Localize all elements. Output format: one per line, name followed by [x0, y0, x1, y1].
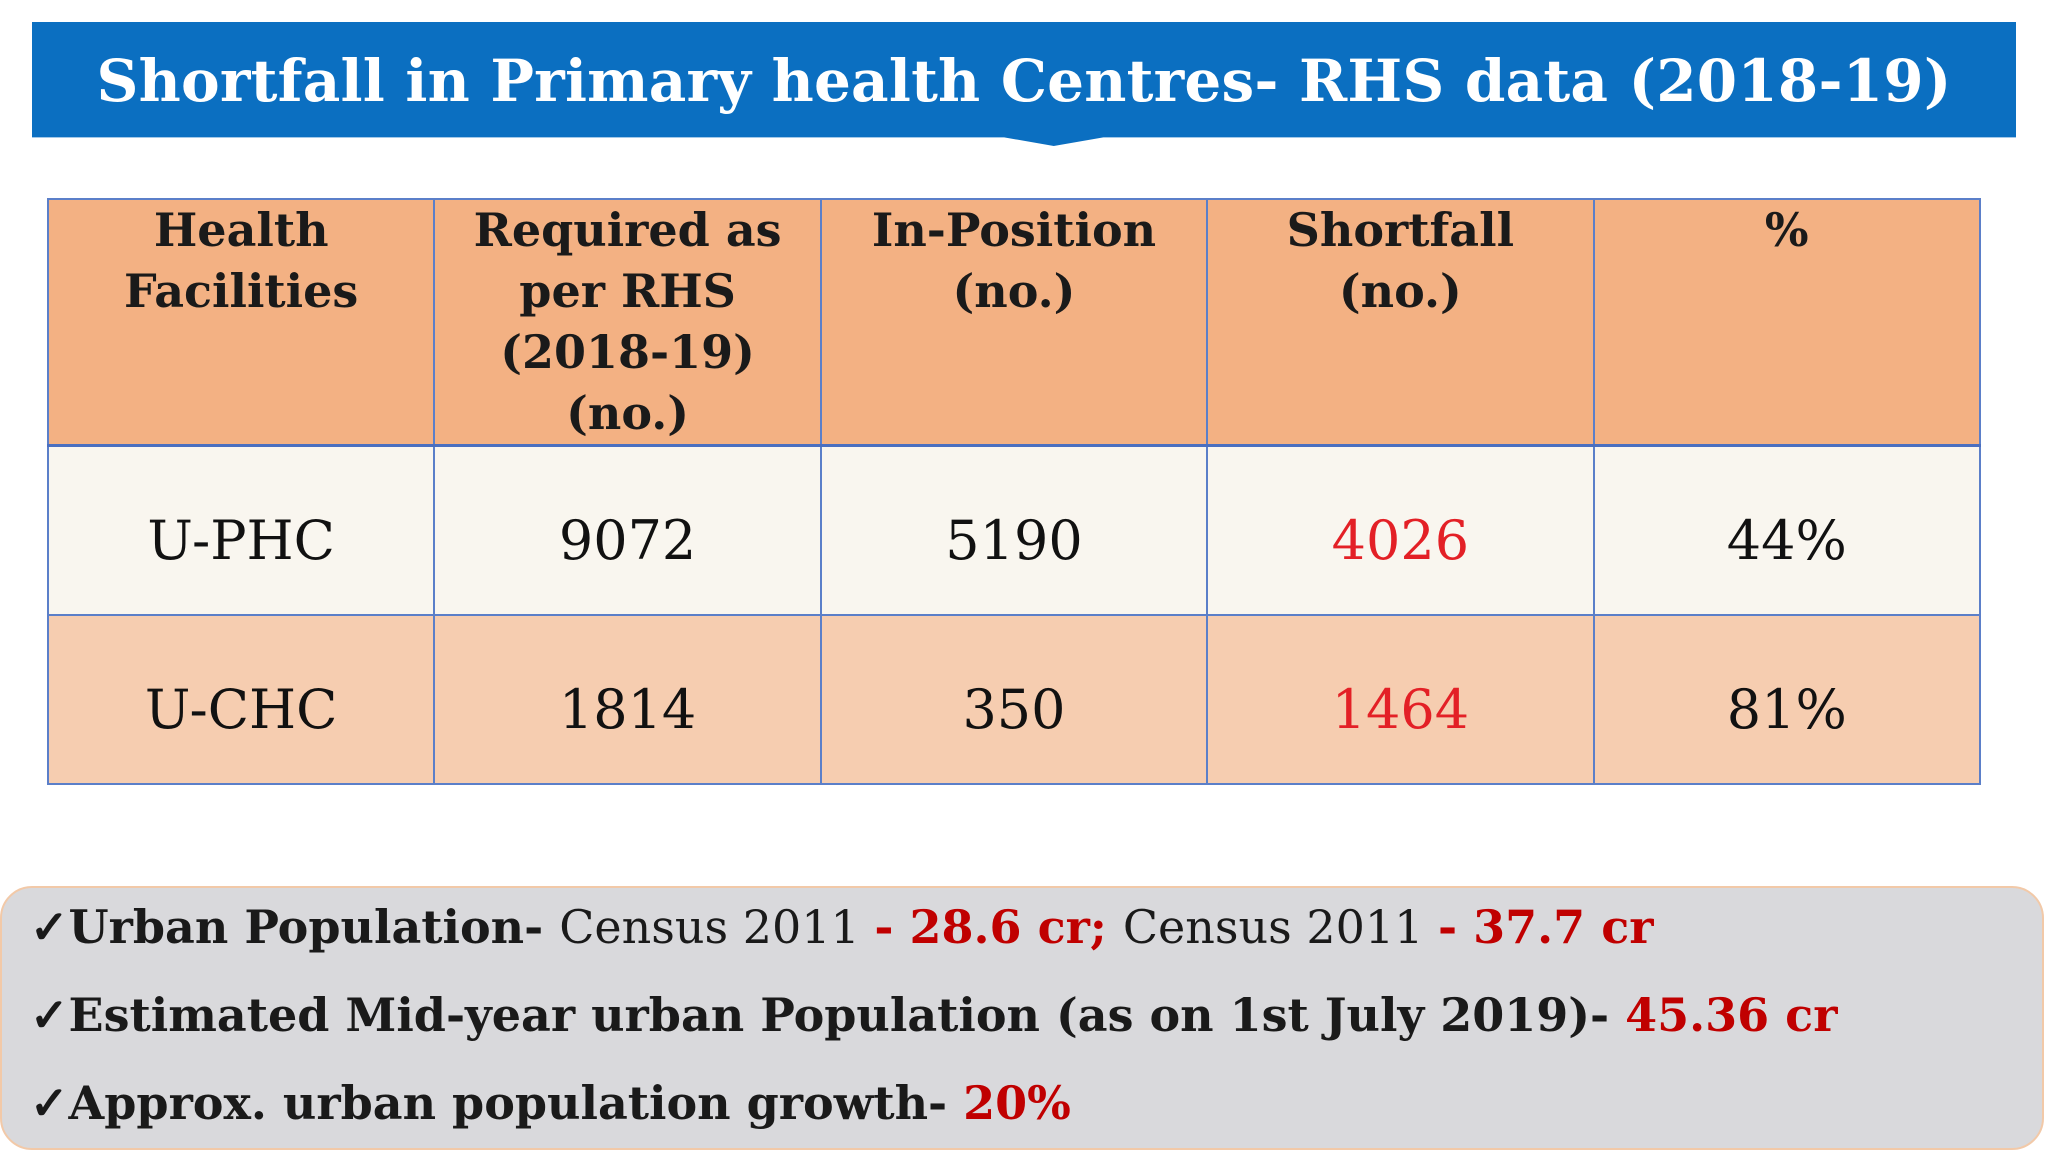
note-urban-population: ✓Urban Population- Census 2011 - 28.6 cr… — [30, 900, 1653, 954]
check-icon: ✓ — [30, 1076, 69, 1130]
note-label: Approx. urban population growth- — [68, 1076, 964, 1130]
header-shortfall: Shortfall (no.) — [1206, 198, 1595, 447]
note-value-1: - 28.6 cr; — [874, 900, 1123, 954]
cell-facility: U-PHC — [46, 444, 436, 616]
check-icon: ✓ — [30, 988, 69, 1042]
header-percent: % — [1592, 198, 1982, 447]
header-health-facilities: Health Facilities — [46, 198, 436, 447]
note-population-growth: ✓Approx. urban population growth- 20% — [30, 1076, 1071, 1130]
note-value-2: - 37.7 cr — [1438, 900, 1654, 954]
cell-in-position: 350 — [819, 614, 1209, 785]
cell-shortfall: 4026 — [1206, 444, 1595, 616]
cell-in-position: 5190 — [819, 444, 1209, 616]
cell-percent: 44% — [1592, 444, 1982, 616]
title-banner — [32, 22, 2016, 146]
table-row: U-CHC 1814 350 1464 81% — [46, 614, 1982, 785]
note-value: 45.36 cr — [1625, 988, 1838, 1042]
note-value: 20% — [963, 1076, 1071, 1130]
table-header-row: Health Facilities Required as per RHS (2… — [46, 198, 1982, 447]
table-row: U-PHC 9072 5190 4026 44% — [46, 444, 1982, 616]
cell-required: 9072 — [433, 444, 822, 616]
note-census-1: Census 2011 — [559, 900, 875, 954]
shortfall-table: Health Facilities Required as per RHS (2… — [46, 198, 1982, 785]
cell-percent: 81% — [1592, 614, 1982, 785]
note-mid-year-population: ✓Estimated Mid-year urban Population (as… — [30, 988, 1837, 1042]
notes-box — [0, 886, 2044, 1150]
slide-title: Shortfall in Primary health Centres- RHS… — [96, 47, 1952, 115]
cell-required: 1814 — [433, 614, 822, 785]
cell-facility: U-CHC — [46, 614, 436, 785]
note-label: Urban Population- — [68, 900, 560, 954]
cell-shortfall: 1464 — [1206, 614, 1595, 785]
header-required: Required as per RHS (2018-19) (no.) — [433, 198, 822, 447]
note-label: Estimated Mid-year urban Population (as … — [68, 988, 1626, 1042]
check-icon: ✓ — [30, 900, 69, 954]
note-census-2: Census 2011 — [1122, 900, 1439, 954]
header-in-position: In-Position (no.) — [819, 198, 1209, 447]
